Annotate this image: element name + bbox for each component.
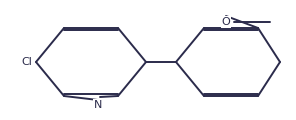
Text: Cl: Cl: [21, 57, 32, 67]
Text: O: O: [222, 17, 230, 27]
Text: N: N: [94, 100, 102, 110]
